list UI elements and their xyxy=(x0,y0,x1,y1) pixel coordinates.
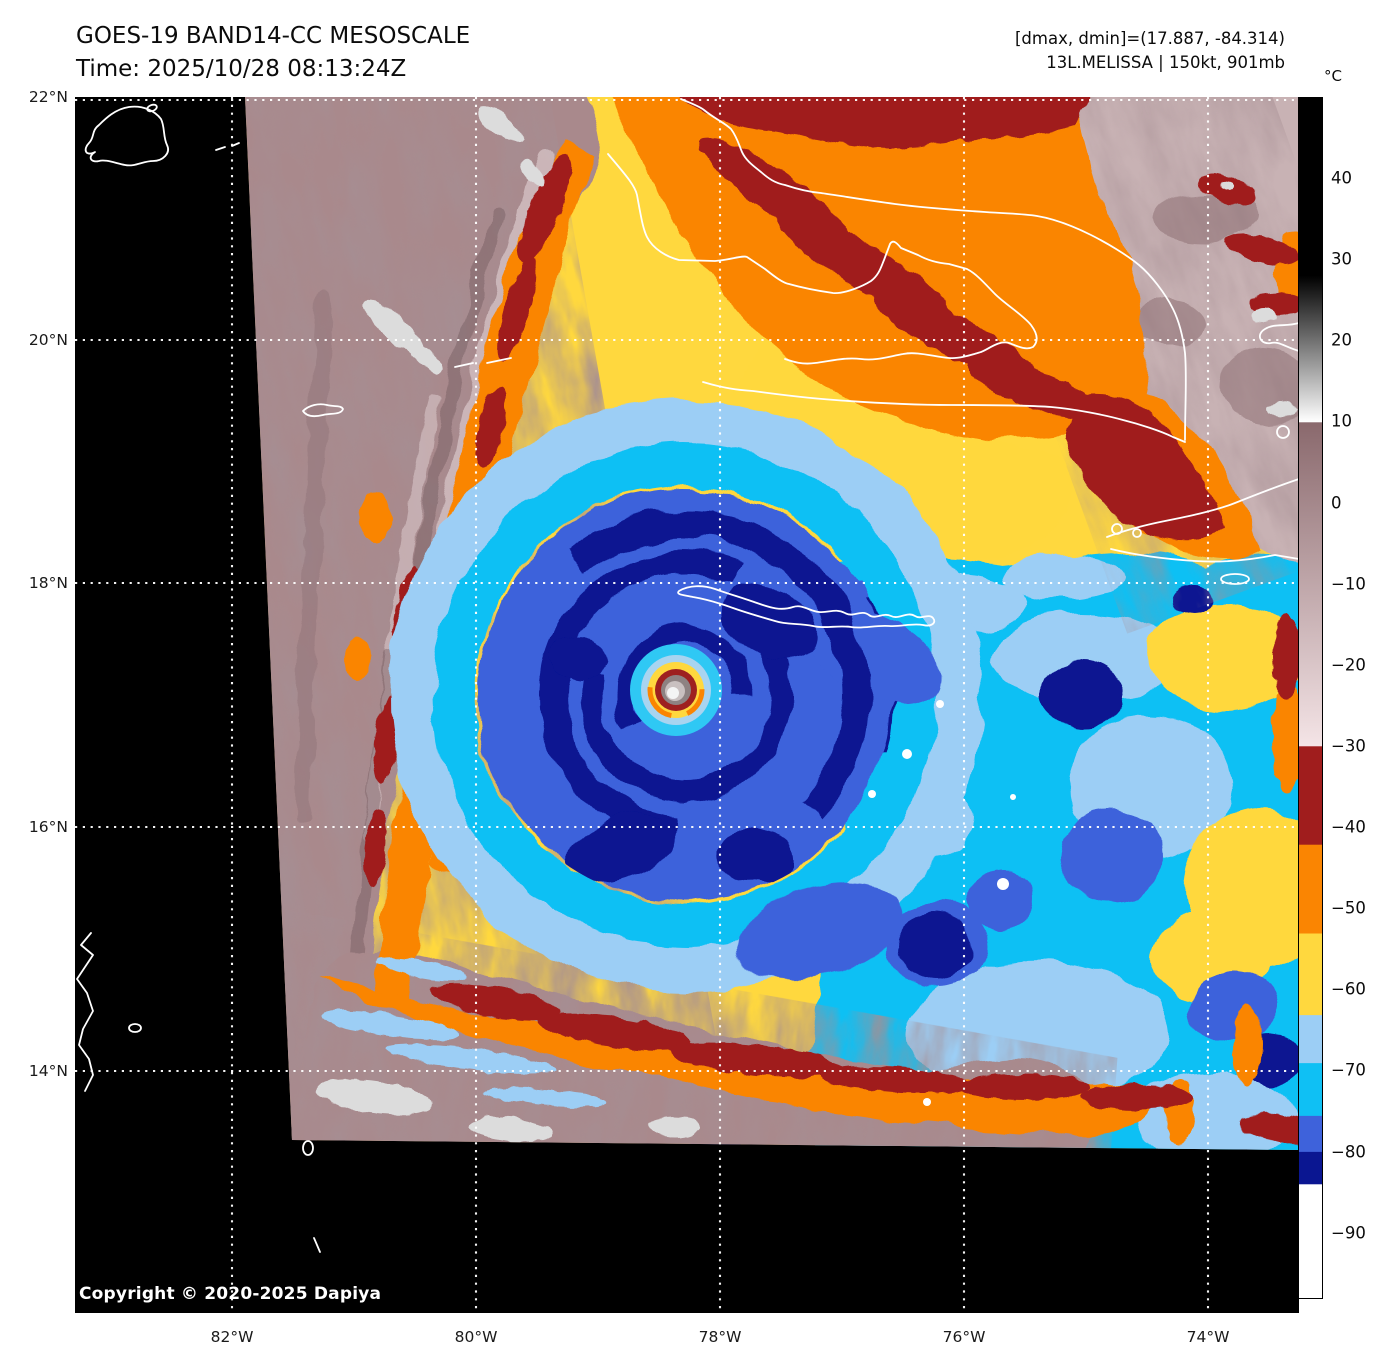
lon-tick-label: 78°W xyxy=(698,1328,742,1346)
hurricane-eye xyxy=(630,644,722,736)
colorbar-tick-label: −70 xyxy=(1331,1060,1366,1080)
colorbar-tick-label: 30 xyxy=(1331,249,1352,269)
colorbar-tick-label: −20 xyxy=(1331,655,1366,675)
lon-tick-label: 74°W xyxy=(1186,1328,1230,1346)
lon-tick-label: 76°W xyxy=(942,1328,986,1346)
storm-intensity-readout: 13L.MELISSA | 150kt, 901mb xyxy=(1046,53,1285,72)
storm-outer-ring xyxy=(388,398,982,992)
colorbar-tick-label: 20 xyxy=(1331,330,1352,350)
coastlines xyxy=(76,98,1300,1253)
coastline-isla-juventud xyxy=(84,105,169,167)
lon-tick-label: 82°W xyxy=(210,1328,254,1346)
coastline-central-america xyxy=(76,932,94,1092)
coastline-haiti xyxy=(1106,478,1300,538)
coastline-cuba xyxy=(607,153,1038,365)
colorbar-tick-label: 10 xyxy=(1331,411,1352,431)
coastline-grand-cayman xyxy=(302,403,344,418)
colorbar-tick-label: −80 xyxy=(1331,1142,1366,1162)
storm-spiral-bands xyxy=(500,510,870,884)
colorbar-tick-label: −10 xyxy=(1331,574,1366,594)
coastline-jamaica xyxy=(677,585,936,629)
grid-lines xyxy=(75,97,1299,1313)
copyright-watermark: Copyright © 2020-2025 Dapiya xyxy=(79,1284,382,1304)
title-line-1: GOES-19 BAND14-CC MESOSCALE xyxy=(76,23,471,49)
colorbar-unit-label: °C xyxy=(1324,67,1342,85)
colorbar xyxy=(1298,97,1323,1299)
storm-metadata: [dmax, dmin]=(17.887, -84.314) 13L.MELIS… xyxy=(1015,27,1285,75)
lat-tick-label: 18°N xyxy=(28,574,68,592)
plot-title: GOES-19 BAND14-CC MESOSCALE Time: 2025/1… xyxy=(76,20,470,86)
colorbar-tick-label: 0 xyxy=(1331,493,1342,513)
colorbar-tick-label: 40 xyxy=(1331,168,1352,188)
lat-tick-label: 16°N xyxy=(28,818,68,836)
lat-tick-label: 14°N xyxy=(28,1062,68,1080)
coastline-small-island xyxy=(302,1140,314,1156)
colorbar-tick-label: −40 xyxy=(1331,817,1366,837)
title-line-2: Time: 2025/10/28 08:13:24Z xyxy=(76,56,407,82)
lat-tick-label: 20°N xyxy=(28,331,68,349)
colorbar-tick-label: −50 xyxy=(1331,898,1366,918)
satellite-imagery xyxy=(75,97,1300,1313)
satellite-plot xyxy=(75,97,1300,1313)
colorbar-tick-label: −30 xyxy=(1331,736,1366,756)
data-swath xyxy=(245,97,1299,1150)
colorbar-tick-label: −60 xyxy=(1331,979,1366,999)
dmax-dmin-readout: [dmax, dmin]=(17.887, -84.314) xyxy=(1015,29,1285,48)
colorbar-tick-label: −90 xyxy=(1331,1223,1366,1243)
lon-tick-label: 80°W xyxy=(454,1328,498,1346)
lat-tick-label: 22°N xyxy=(28,88,68,106)
